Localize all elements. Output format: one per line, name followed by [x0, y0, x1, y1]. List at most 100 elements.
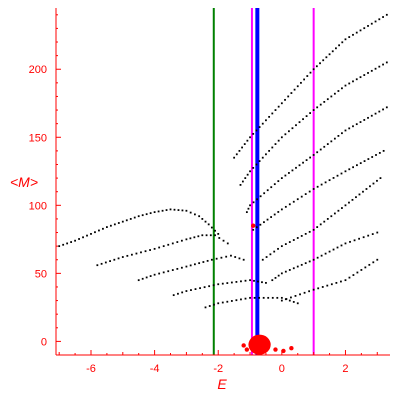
data-point [290, 92, 293, 94]
data-point [263, 192, 266, 195]
data-point [145, 213, 148, 216]
data-point [149, 275, 152, 277]
data-point [296, 198, 299, 201]
data-point [362, 236, 365, 239]
data-point [209, 234, 212, 237]
data-point [273, 250, 276, 253]
data-point [309, 156, 312, 159]
data-point [332, 177, 335, 179]
data-point [137, 279, 140, 282]
data-point [204, 306, 207, 309]
data-point [256, 198, 259, 201]
data-point [176, 241, 179, 243]
data-point [344, 279, 347, 282]
data-point [267, 296, 270, 299]
data-point [220, 256, 223, 259]
tick-labels: -6 -4 -2 0 2 0 50 100 150 200 [29, 64, 349, 375]
data-point [158, 272, 161, 275]
data-point [319, 148, 322, 151]
data-point [66, 242, 69, 245]
data-point [208, 285, 211, 288]
data-point [208, 305, 211, 307]
data-point [199, 287, 201, 290]
data-point [205, 234, 208, 237]
data-point [221, 301, 224, 304]
data-point [367, 234, 370, 237]
data-point [249, 136, 251, 139]
data-point [153, 247, 156, 250]
data-point [238, 257, 241, 260]
data-point [274, 276, 277, 279]
data-point [294, 295, 297, 297]
data-point [308, 290, 311, 293]
data-point [382, 16, 384, 18]
data-point [375, 154, 377, 156]
data-point [359, 76, 362, 79]
data-point [189, 264, 192, 267]
data-point [82, 236, 84, 239]
data-point [94, 231, 96, 234]
data-point [341, 132, 343, 135]
data-point [167, 270, 170, 273]
data-point [233, 156, 236, 159]
data-point [352, 125, 354, 128]
data-point [378, 65, 381, 68]
data-point [348, 127, 351, 130]
data-point [299, 293, 301, 296]
data-point [352, 166, 355, 169]
data-point [352, 80, 354, 83]
data-point [355, 123, 358, 126]
data-point [261, 281, 263, 284]
data-point [177, 209, 180, 211]
data-point [253, 296, 256, 299]
data-point [241, 146, 243, 149]
data-point [333, 212, 336, 215]
data-point [352, 33, 354, 36]
data-point [337, 135, 340, 137]
data-point [244, 297, 247, 300]
data-point [226, 300, 229, 303]
data-point [161, 209, 164, 212]
data-point [137, 215, 140, 218]
data-point [372, 261, 375, 264]
data-point [292, 267, 295, 270]
data-point [265, 281, 267, 284]
data-point [266, 189, 269, 192]
data-point [98, 229, 100, 232]
y-tick-label: 0 [41, 336, 47, 348]
data-point [308, 190, 311, 193]
data-point [341, 41, 344, 44]
data-point [374, 67, 377, 70]
data-point [271, 279, 274, 282]
data-point [109, 224, 112, 227]
data-point [180, 266, 183, 269]
data-point [240, 280, 242, 283]
data-point [330, 95, 333, 98]
data-point [158, 246, 161, 249]
data-point [348, 36, 351, 38]
data-point [298, 121, 301, 124]
data-point [62, 243, 65, 246]
data-point [333, 137, 336, 140]
data-point [280, 296, 283, 299]
data-point [351, 198, 354, 201]
data-point [273, 183, 276, 186]
data-point [296, 85, 299, 88]
data-point [244, 177, 247, 179]
data-point [249, 279, 251, 282]
data-point [308, 230, 311, 233]
data-point [58, 245, 61, 248]
data-point [268, 115, 271, 118]
data-point [258, 160, 261, 162]
data-point [258, 126, 261, 128]
data-point [324, 252, 327, 255]
data-point [276, 296, 279, 299]
data-point [353, 239, 356, 242]
data-point [341, 87, 343, 90]
data-point [230, 281, 233, 284]
data-point [185, 209, 188, 212]
data-point [344, 204, 347, 207]
data-point [385, 106, 388, 109]
data-point [257, 280, 259, 283]
data-point [261, 122, 264, 125]
